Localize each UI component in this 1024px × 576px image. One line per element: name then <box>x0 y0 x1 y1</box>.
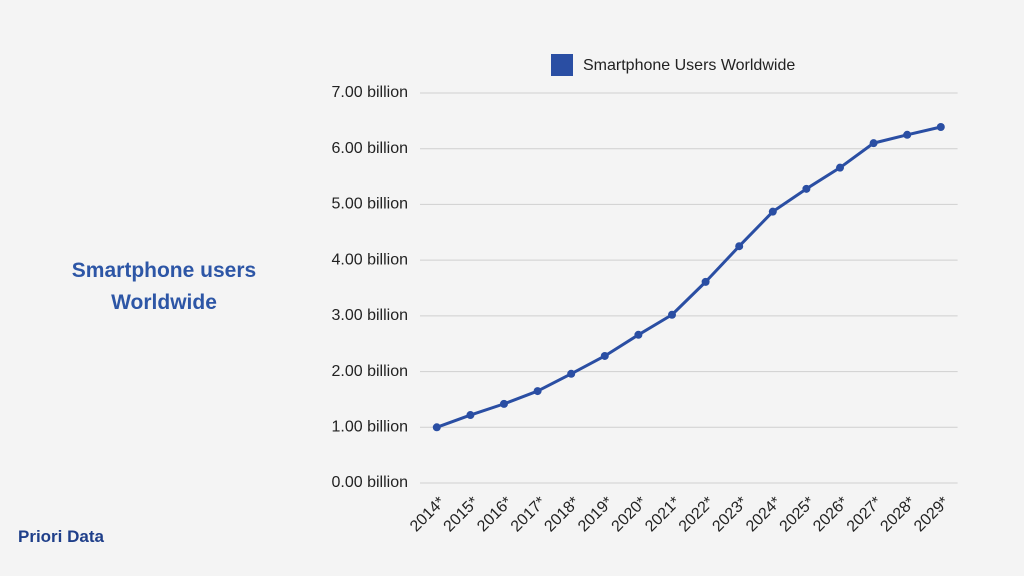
x-tick-label: 2018* <box>541 494 583 536</box>
x-tick-label: 2021* <box>642 494 684 536</box>
y-tick-label: 1.00 billion <box>332 419 409 436</box>
point <box>668 310 676 319</box>
point <box>802 184 811 193</box>
x-tick-label: 2029* <box>911 494 953 536</box>
y-tick-label: 3.00 billion <box>332 307 409 324</box>
point <box>567 369 576 378</box>
point <box>869 139 878 148</box>
point <box>500 399 508 408</box>
x-tick-label: 2016* <box>474 494 516 536</box>
x-tick-label: 2015* <box>441 494 483 536</box>
x-tick-label: 2023* <box>709 494 751 536</box>
x-tick-label: 2020* <box>609 494 651 536</box>
point <box>903 130 912 139</box>
point <box>432 423 441 432</box>
y-tick-label: 2.00 billion <box>332 363 409 380</box>
point <box>735 242 744 251</box>
legend-swatch <box>551 54 573 76</box>
x-tick-label: 2026* <box>810 494 852 536</box>
y-tick-label: 6.00 billion <box>332 140 409 157</box>
legend-label: Smartphone Users Worldwide <box>583 57 795 74</box>
x-tick-label: 2019* <box>575 494 617 536</box>
x-tick-label: 2027* <box>844 494 886 536</box>
x-tick-label: 2014* <box>407 494 449 536</box>
y-tick-label: 5.00 billion <box>332 196 409 213</box>
point <box>466 411 475 420</box>
chart-title: Smartphone users Worldwide <box>71 259 257 314</box>
x-tick-label: 2017* <box>508 494 550 536</box>
point <box>836 163 844 172</box>
line <box>436 125 942 429</box>
point <box>533 387 542 396</box>
point <box>701 277 710 286</box>
point <box>768 207 777 216</box>
y-tick-label: 4.00 billion <box>332 251 409 268</box>
x-tick-label: 2022* <box>676 494 718 536</box>
point <box>600 351 609 360</box>
point <box>634 330 643 339</box>
x-tick-label: 2024* <box>743 494 785 536</box>
x-tick-label: 2025* <box>777 494 819 536</box>
logo: Priori Data <box>18 527 104 546</box>
y-tick-label: 0.00 billion <box>332 474 409 491</box>
x-tick-label: 2028* <box>877 494 919 536</box>
point <box>936 122 945 131</box>
y-tick-label: 7.00 billion <box>332 84 409 101</box>
